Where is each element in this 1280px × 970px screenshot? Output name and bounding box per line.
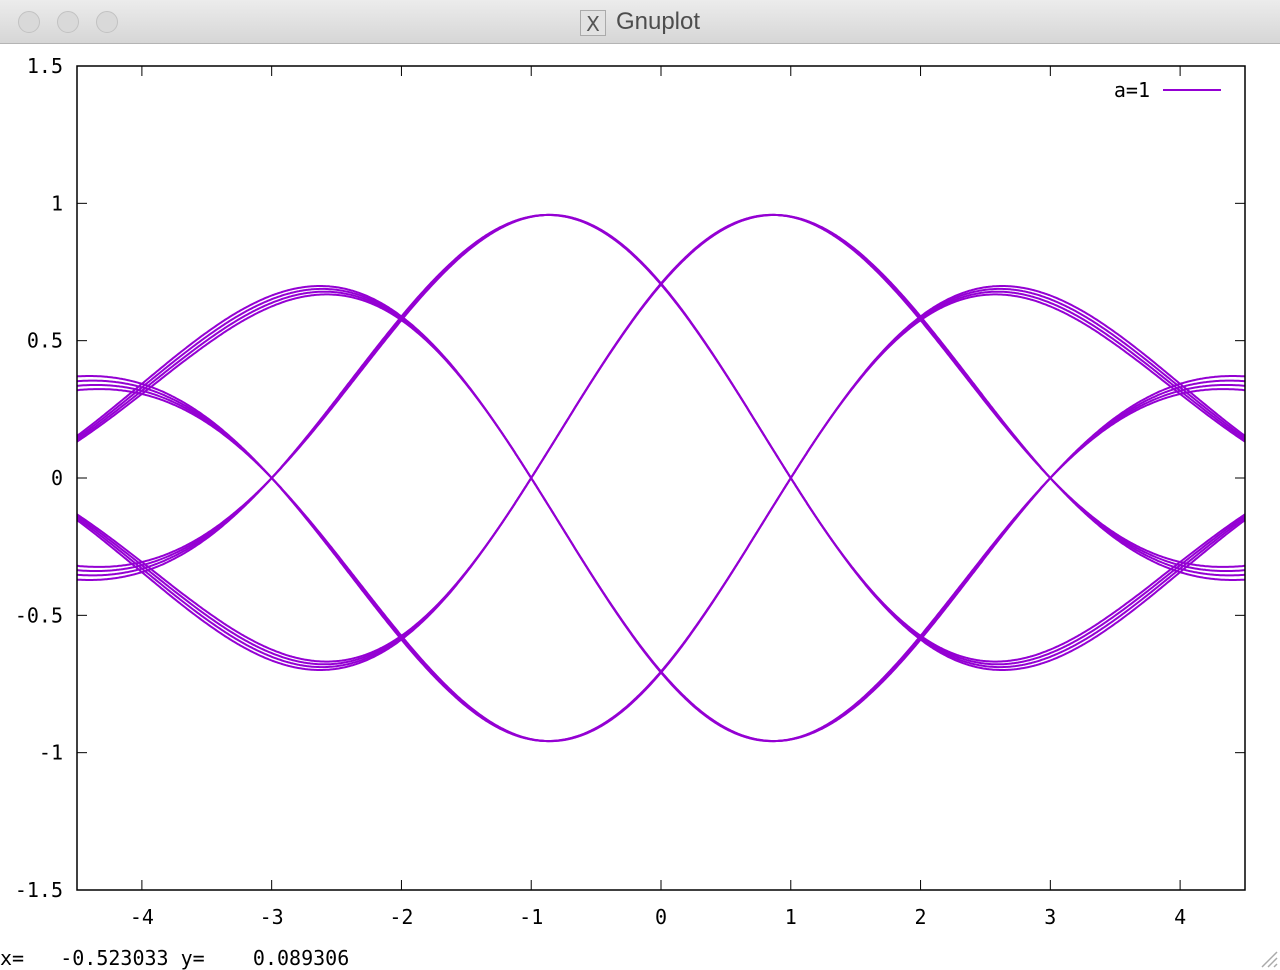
- y-tick-label: 0.5: [27, 329, 63, 353]
- y-tick-label: 1.5: [27, 54, 63, 78]
- legend-label: a=1: [1114, 78, 1150, 102]
- x-tick-label: 1: [785, 905, 797, 929]
- minimize-button[interactable]: [57, 11, 79, 33]
- plot-frame: [76, 65, 1246, 891]
- zoom-button[interactable]: [96, 11, 118, 33]
- x-tick-label: -3: [260, 905, 284, 929]
- x-tick-label: -2: [389, 905, 413, 929]
- window-title: Gnuplot: [615, 8, 701, 35]
- plot-area[interactable]: -4 -3 -2 -1 0 1 2 3 4 1.5 1 0.5 0 -0.5 -1 -1.5 a=1: [0, 44, 1280, 946]
- status-y-label: y=: [180, 946, 205, 970]
- window-title-container: X Gnuplot: [0, 8, 1280, 36]
- x-tick-label: 2: [915, 905, 927, 929]
- status-x-value: -0.523033: [60, 946, 169, 970]
- x-tick-label: 4: [1174, 905, 1186, 929]
- x11-icon: X: [579, 9, 606, 36]
- status-y-value: 0.089306: [252, 946, 350, 970]
- x-tick-label: 3: [1044, 905, 1056, 929]
- series-line-a1-15: [76, 293, 1246, 743]
- y-tick-label: -0.5: [15, 603, 63, 627]
- x-tick-label: 0: [655, 905, 667, 929]
- y-tick-label: 1: [51, 191, 63, 215]
- series-line-a1-14: [76, 213, 1246, 663]
- y-tick-label: -1.5: [15, 878, 63, 902]
- close-button[interactable]: [18, 11, 40, 33]
- x-tick-label: -1: [519, 905, 543, 929]
- window-titlebar: X Gnuplot: [0, 0, 1280, 44]
- y-tick-label: -1: [39, 741, 63, 765]
- x-tick-label: -4: [130, 905, 154, 929]
- coordinate-readout: x= -0.523033 y= 0.089306: [0, 946, 349, 970]
- resize-grip-icon[interactable]: [1256, 946, 1278, 968]
- y-tick-label: 0: [51, 466, 63, 490]
- status-x-label: x=: [0, 946, 25, 970]
